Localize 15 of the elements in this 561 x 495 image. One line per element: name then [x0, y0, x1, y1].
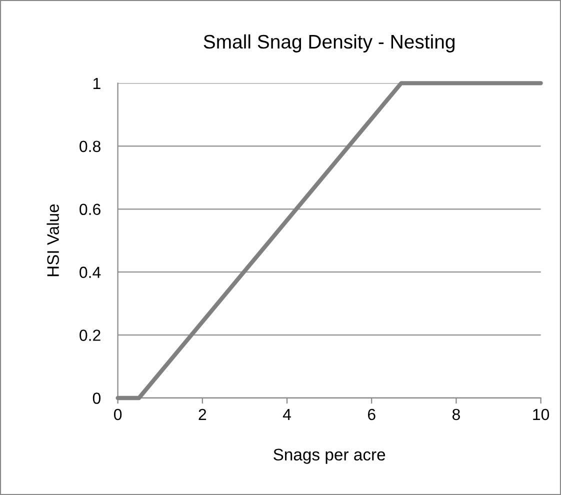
y-tick-label: 0.6 — [80, 204, 100, 216]
x-tick-label: 4 — [282, 408, 291, 420]
x-tick-label: 10 — [533, 408, 550, 420]
y-tick-label: 0 — [92, 392, 101, 404]
y-tick-label: 0.4 — [80, 266, 101, 278]
x-tick-label: 0 — [114, 408, 122, 420]
x-tick-label: 8 — [452, 408, 460, 420]
y-axis-title: HSI Value — [46, 204, 59, 276]
y-tick-label: 0.2 — [80, 330, 100, 341]
x-tick-label: 6 — [368, 408, 376, 420]
y-tick-label: 0.8 — [80, 140, 100, 152]
chart-title: Small Snag Density - Nesting — [204, 34, 454, 52]
y-tick-label: 1 — [93, 78, 100, 89]
x-axis-title: Snags per acre — [274, 448, 386, 464]
x-tick-label: 2 — [198, 408, 206, 420]
